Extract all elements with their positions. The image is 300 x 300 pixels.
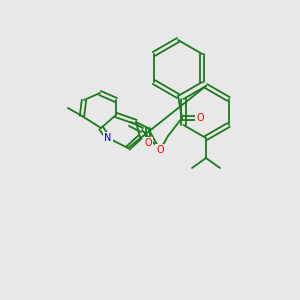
Text: O: O: [144, 138, 152, 148]
Text: O: O: [196, 113, 204, 123]
Text: N: N: [104, 133, 112, 143]
Text: O: O: [156, 145, 164, 155]
